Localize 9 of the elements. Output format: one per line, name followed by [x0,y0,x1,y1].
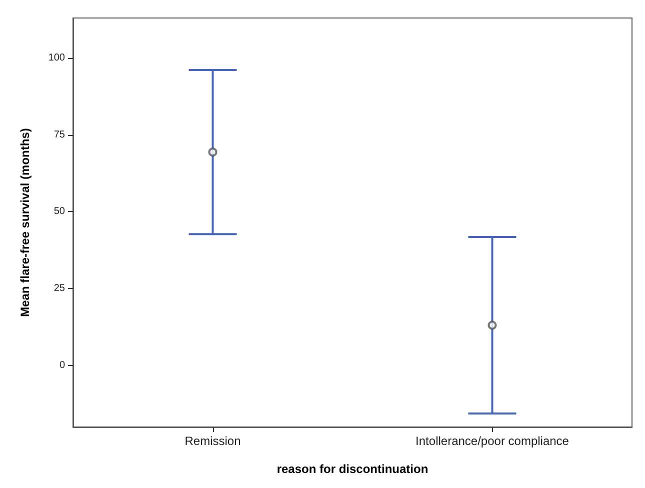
y-tick-label: 25 [54,283,66,294]
y-axis-title: Mean flare-free survival (months) [18,128,32,317]
y-tick-label: 0 [59,360,66,371]
y-tick-label: 100 [48,52,66,64]
y-tick-label: 75 [54,129,66,140]
x-tick-label: Remission [184,434,241,448]
x-axis-title: reason for discontinuation [276,462,428,476]
y-tick-label: 50 [54,206,66,218]
x-tick-label: Intollerance/poor compliance [416,434,570,448]
